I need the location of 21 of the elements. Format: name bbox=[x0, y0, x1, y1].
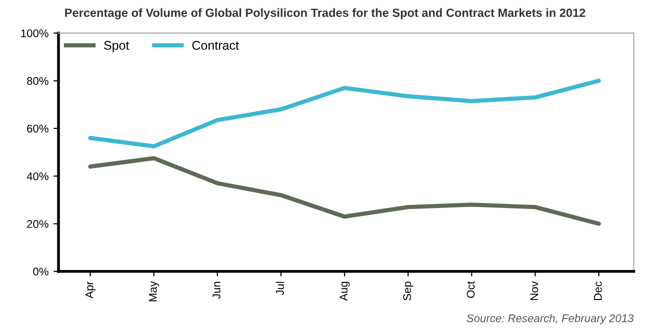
x-tick-label: May bbox=[149, 281, 160, 302]
x-tick-label: Apr bbox=[86, 281, 96, 298]
legend-label: Spot bbox=[104, 40, 130, 52]
source-note: Source: Research, February 2013 bbox=[466, 314, 634, 324]
x-tick-label: Sep bbox=[403, 282, 414, 300]
x-tick-label: Dec bbox=[594, 281, 602, 300]
x-tick-label: Aug bbox=[340, 282, 350, 301]
x-tick-label: Jul bbox=[276, 282, 284, 296]
chart-title: Percentage of Volume of Global Polysilicon Trades for the Spot and Contract Markets in 2012 bbox=[65, 8, 586, 20]
y-tick-label: 60% bbox=[27, 124, 48, 133]
line-series bbox=[88, 156, 601, 226]
y-tick-label: 20% bbox=[27, 220, 48, 228]
x-tick-label: Nov bbox=[530, 281, 538, 300]
line-series bbox=[88, 78, 601, 148]
x-tick-label: Oct bbox=[466, 281, 475, 298]
y-tick-label: 0% bbox=[33, 268, 48, 276]
y-tick-label: 100% bbox=[21, 29, 48, 38]
x-tick-label: Jun bbox=[212, 282, 220, 299]
legend-label: Contract bbox=[192, 40, 239, 50]
y-tick-label: 80% bbox=[27, 77, 48, 85]
y-tick-label: 40% bbox=[26, 172, 48, 180]
